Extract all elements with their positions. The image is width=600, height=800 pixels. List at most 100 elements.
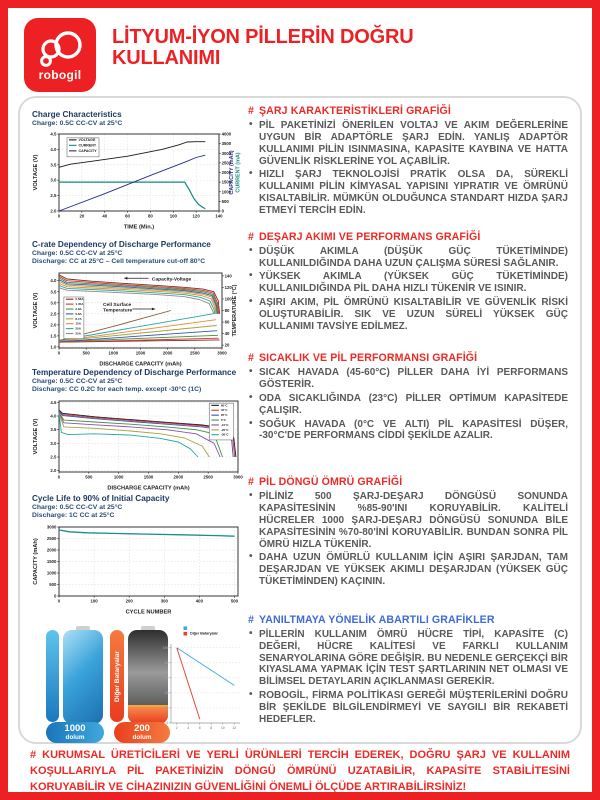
hash-marker: # [248, 105, 254, 117]
svg-text:0: 0 [58, 351, 61, 356]
battery-cap [141, 626, 155, 631]
svg-text:4.0: 4.0 [50, 278, 57, 283]
svg-text:20: 20 [165, 706, 169, 710]
svg-text:2000: 2000 [222, 170, 232, 175]
page-title: LİTYUM-İYON PİLLERİN DOĞRU KULLANIMI [112, 26, 414, 70]
svg-text:2500: 2500 [47, 536, 57, 541]
svg-text:300: 300 [161, 599, 169, 604]
svg-text:CURRENT: CURRENT [79, 144, 97, 148]
other-batteries-bar-label: Diğer Bataryalar [113, 650, 121, 702]
bullet: AŞIRI AKIM, PİL ÖMRÜNÜ KISALTABİLİR VE G… [248, 296, 568, 332]
section-title: # DEŞARJ AKIMI VE PERFORMANS GRAFİĞİ [248, 230, 481, 243]
svg-text:3000: 3000 [217, 351, 227, 356]
svg-text:4000: 4000 [222, 132, 232, 137]
svg-text:140: 140 [225, 273, 233, 278]
chart-title: C-rate Dependency of Discharge Performan… [32, 240, 211, 249]
chart-title: Charge Characteristics [32, 110, 122, 119]
svg-text:DISCHARGE CAPACITY (mAh): DISCHARGE CAPACITY (mAh) [99, 361, 181, 367]
chart-subtitle: Discharge: CC at 25°C – Cell temperature… [32, 258, 206, 266]
full-battery-illustration [63, 626, 103, 724]
svg-text:500: 500 [49, 582, 57, 587]
hash-marker: # [248, 476, 254, 489]
svg-text:3.5: 3.5 [50, 289, 57, 294]
svg-text:1.45A: 1.45A [75, 302, 84, 306]
footer-message: # KURUMSAL ÜRETİCİLERİ VE YERLİ ÜRÜNLERİ … [30, 749, 570, 793]
section-misleading-charts: #YANILTMAYA YÖNELİK ABARTILI GRAFİKLER P… [248, 614, 568, 726]
chart-title: Temperature Dependency of Discharge Perf… [32, 368, 237, 377]
bullet: ODA SICAKLIĞINDA (23°C) PİLLER OPTİMUM K… [248, 392, 568, 417]
svg-text:1000: 1000 [109, 351, 119, 356]
svg-text:2.0: 2.0 [50, 322, 57, 327]
chart-subtitle: Discharge: CC 0.2C for each temp. except… [32, 386, 202, 394]
svg-text:CAPACITY (mAh): CAPACITY (mAh) [33, 538, 39, 585]
svg-text:0: 0 [167, 721, 169, 725]
low-charge-segment [128, 705, 168, 724]
svg-text:500: 500 [222, 199, 230, 204]
chart-subtitle: Charge: 0.5C CC-CV at 25°C [32, 119, 123, 127]
svg-text:120: 120 [225, 285, 233, 290]
bullet: DÜŞÜK AKIMLA (DÜŞÜK GÜÇ TÜKETİMİNDE) KUL… [248, 245, 568, 270]
section-cycle-life: #PİL DÖNGÜ ÖMRÜ GRAFİĞİ PİLİNİZ 500 ŞARJ… [248, 476, 568, 588]
bullet: PİL PAKETİNİZİ ÖNERİLEN VOLTAJ VE AKIM D… [248, 119, 568, 167]
svg-text:2.5: 2.5 [50, 194, 57, 199]
section-charge-characteristics: #ŞARJ KARAKTERİSTİKLERİ GRAFİĞİ PİL PAKE… [248, 105, 568, 217]
svg-text:2: 2 [176, 726, 178, 730]
svg-text:120: 120 [193, 214, 201, 219]
svg-text:1500: 1500 [144, 475, 154, 480]
svg-text:500: 500 [85, 475, 93, 480]
svg-text:100: 100 [170, 214, 178, 219]
svg-text:1.0: 1.0 [50, 344, 57, 349]
svg-text:2.0: 2.0 [50, 209, 57, 214]
robogil-logo: robogil [24, 18, 96, 92]
depleted-battery-illustration [128, 626, 168, 724]
bullet: SICAK HAVADA (45-60°C) PİLLER DAHA İYİ P… [248, 366, 568, 391]
bullet: SOĞUK HAVADA (0°C VE ALTI) PİL KAPASİTES… [248, 418, 568, 443]
svg-text:0: 0 [58, 475, 61, 480]
section-temperature-performance: #SICAKLIK VE PİL PERFORMANSI GRAFİĞİ SIC… [248, 352, 568, 442]
bullet: HIZLI ŞARJ TEKNOLOJİSİ PRATİK OLSA DA, S… [248, 168, 568, 216]
section-discharge-current: #DEŞARJ AKIMI VE PERFORMANS GRAFİĞİ DÜŞÜ… [248, 231, 568, 333]
svg-text:80: 80 [165, 661, 169, 665]
svg-text:100: 100 [163, 646, 169, 650]
chart-subtitle: Charge: 0.5C CC-CV at 25°C [32, 503, 123, 511]
svg-text:500: 500 [231, 599, 239, 604]
svg-text:DISCHARGE CAPACITY (mAh): DISCHARGE CAPACITY (mAh) [107, 485, 189, 491]
svg-text:CAPACITY (mAh): CAPACITY (mAh) [229, 151, 235, 195]
svg-text:60: 60 [165, 676, 169, 680]
svg-text:Diğer Bataryalar: Diğer Bataryalar [190, 632, 218, 636]
svg-text:VOLTAGE (V): VOLTAGE (V) [33, 155, 39, 191]
svg-text:500: 500 [83, 351, 91, 356]
svg-text:140: 140 [215, 214, 223, 219]
svg-text:2.5: 2.5 [50, 311, 57, 316]
robogil-circles-icon [40, 30, 82, 67]
svg-text:CYCLE NUMBER: CYCLE NUMBER [126, 609, 172, 615]
hash-marker: # [248, 613, 254, 626]
chart-crate-discharge: C-rate Dependency of Discharge Performan… [32, 240, 248, 372]
svg-text:CURRENT (mA): CURRENT (mA) [236, 153, 242, 193]
svg-text:3.0: 3.0 [50, 441, 57, 446]
svg-text:TIME (Min.): TIME (Min.) [124, 225, 154, 231]
svg-text:VOLTAGE (V): VOLTAGE (V) [33, 292, 39, 328]
temperature-discharge-plot: 0 500 1000 1500 2000 2500 3000 2.0 2.5 3.0 3.5 4.0 4… [33, 400, 243, 492]
svg-text:8: 8 [210, 726, 212, 730]
svg-text:400: 400 [196, 599, 204, 604]
svg-text:0: 0 [222, 209, 225, 214]
svg-text:60°C: 60°C [221, 403, 229, 407]
svg-text:VOLTAGE: VOLTAGE [79, 138, 96, 142]
svg-text:2500: 2500 [190, 351, 200, 356]
svg-text:VOLTAGE (V): VOLTAGE (V) [33, 418, 39, 454]
svg-text:-30°C: -30°C [221, 433, 230, 437]
svg-text:100: 100 [91, 599, 99, 604]
svg-text:4: 4 [187, 726, 189, 730]
chart-temperature-discharge: Temperature Dependency of Discharge Perf… [32, 368, 248, 496]
svg-text:Cell Surface: Cell Surface [103, 302, 132, 308]
section-title: # ŞARJ KARAKTERİSTİKLERİ GRAFİĞİ [248, 105, 451, 117]
svg-text:Temperature: Temperature [103, 307, 133, 313]
robogil-battery-bar [46, 630, 59, 722]
svg-text:25°C: 25°C [221, 413, 229, 417]
svg-text:8.7A: 8.7A [75, 317, 82, 321]
svg-text:80: 80 [225, 308, 230, 313]
svg-text:1500: 1500 [47, 559, 57, 564]
cycle-count-unit: dolum [132, 733, 152, 741]
svg-text:4.0: 4.0 [50, 147, 57, 152]
